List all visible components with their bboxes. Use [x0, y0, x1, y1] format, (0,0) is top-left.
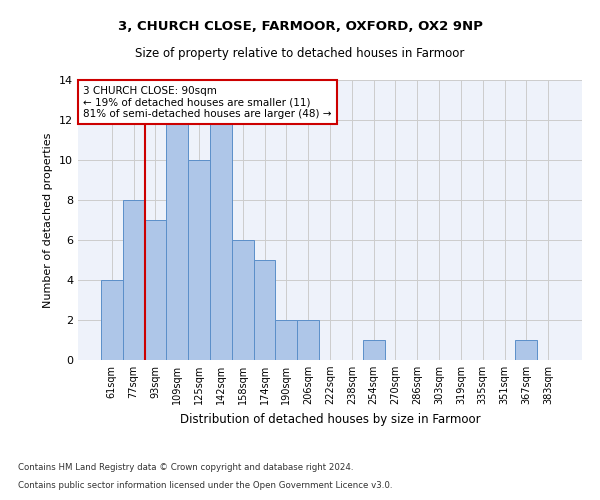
Text: Size of property relative to detached houses in Farmoor: Size of property relative to detached ho… — [136, 48, 464, 60]
Bar — [101, 280, 123, 360]
Bar — [297, 320, 319, 360]
Bar — [188, 160, 210, 360]
Text: 3 CHURCH CLOSE: 90sqm
← 19% of detached houses are smaller (11)
81% of semi-deta: 3 CHURCH CLOSE: 90sqm ← 19% of detached … — [83, 86, 332, 119]
Text: 3, CHURCH CLOSE, FARMOOR, OXFORD, OX2 9NP: 3, CHURCH CLOSE, FARMOOR, OXFORD, OX2 9N… — [118, 20, 482, 33]
Bar — [275, 320, 297, 360]
Bar — [210, 120, 232, 360]
X-axis label: Distribution of detached houses by size in Farmoor: Distribution of detached houses by size … — [179, 412, 481, 426]
Bar — [145, 220, 166, 360]
Bar — [363, 340, 385, 360]
Bar — [232, 240, 254, 360]
Text: Contains public sector information licensed under the Open Government Licence v3: Contains public sector information licen… — [18, 481, 392, 490]
Y-axis label: Number of detached properties: Number of detached properties — [43, 132, 53, 308]
Bar — [123, 200, 145, 360]
Bar — [166, 120, 188, 360]
Bar — [515, 340, 537, 360]
Bar — [254, 260, 275, 360]
Text: Contains HM Land Registry data © Crown copyright and database right 2024.: Contains HM Land Registry data © Crown c… — [18, 464, 353, 472]
